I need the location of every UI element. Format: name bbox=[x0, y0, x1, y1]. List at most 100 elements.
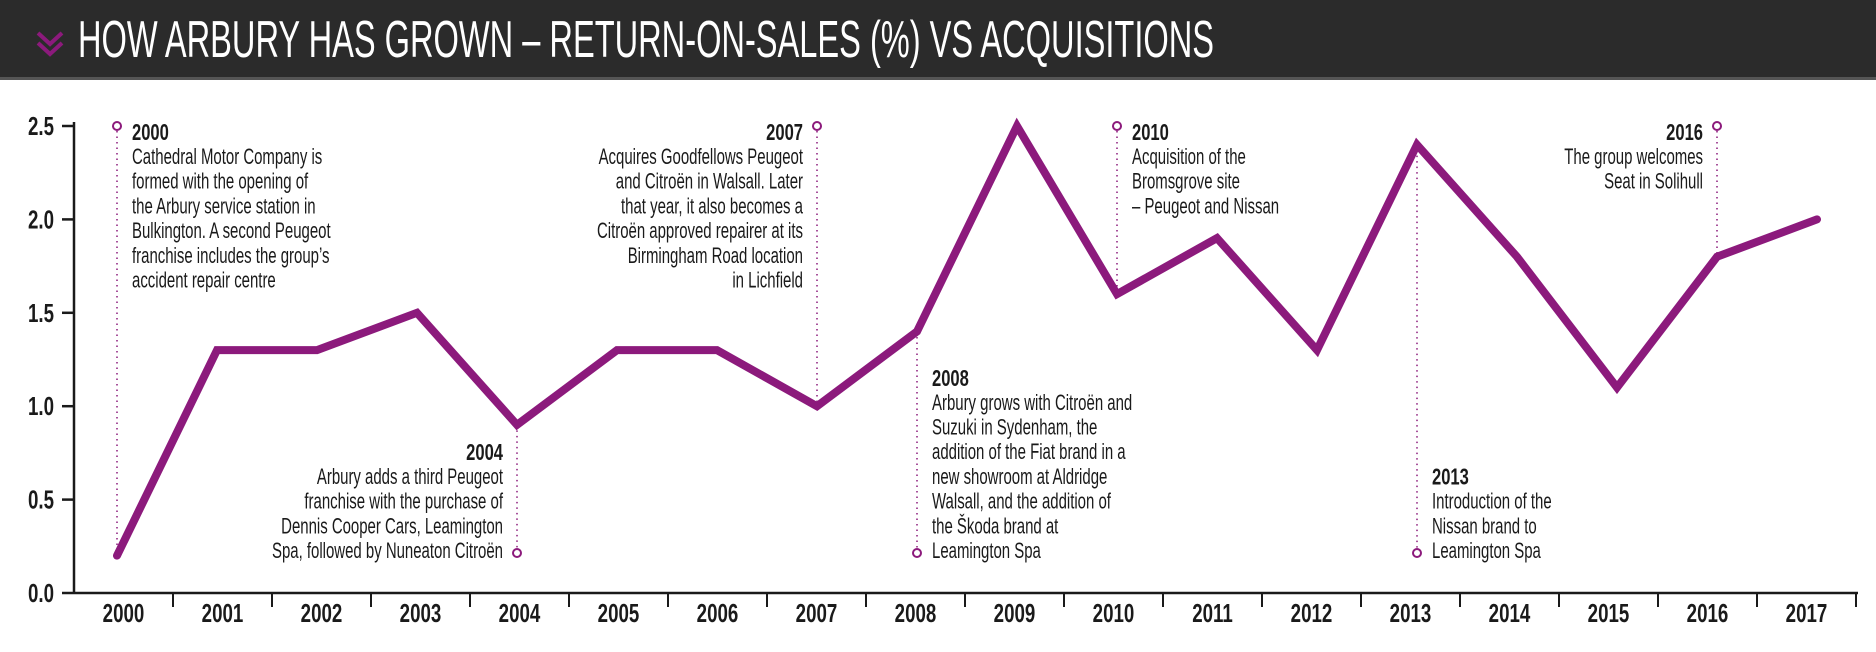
annotation-year: 2000 bbox=[132, 120, 169, 145]
x-tick-label-group: 2013 bbox=[1390, 598, 1432, 628]
annotation-year-group: 2010 bbox=[1132, 120, 1169, 145]
annotation-text-line: Leamington Spa bbox=[1432, 538, 1541, 563]
data-point-2000 bbox=[113, 552, 121, 560]
annotation-year-group: 2013 bbox=[1432, 465, 1469, 490]
x-tick-label: 2009 bbox=[994, 598, 1036, 628]
x-tick-label-group: 2001 bbox=[202, 598, 244, 628]
annotation-text-line: franchise with the purchase of bbox=[304, 489, 503, 514]
y-tick-label-group: 2.5 bbox=[28, 111, 54, 141]
annotation-line-group: Acquires Goodfellows Peugeot bbox=[599, 144, 804, 169]
x-tick-label: 2016 bbox=[1687, 598, 1729, 628]
y-tick-label: 2.0 bbox=[28, 204, 54, 234]
x-tick-label: 2007 bbox=[796, 598, 838, 628]
x-tick-label-group: 2007 bbox=[796, 598, 838, 628]
annotation-line-group: Cathedral Motor Company is bbox=[132, 144, 322, 169]
annotation-text-line: Birmingham Road location bbox=[628, 243, 803, 268]
annotation-line-group: Birmingham Road location bbox=[628, 243, 803, 268]
annotation-line-group: accident repair centre bbox=[132, 268, 276, 293]
x-tick-label-group: 2016 bbox=[1687, 598, 1729, 628]
x-tick-label: 2002 bbox=[301, 598, 343, 628]
annotation-text-line: Acquisition of the bbox=[1132, 144, 1246, 169]
annotation-text-line: and Citroën in Walsall. Later bbox=[616, 169, 803, 194]
y-tick-label: 0.0 bbox=[28, 578, 54, 608]
annotation-year: 2010 bbox=[1132, 120, 1169, 145]
annotation-line-group: The group welcomes bbox=[1564, 144, 1703, 169]
annotation-line-group: Bulkington. A second Peugeot bbox=[132, 218, 331, 243]
x-tick-label: 2005 bbox=[598, 598, 640, 628]
data-point-2001 bbox=[213, 346, 221, 354]
x-tick-label: 2014 bbox=[1489, 598, 1531, 628]
x-tick-label: 2017 bbox=[1786, 598, 1828, 628]
x-tick-label: 2010 bbox=[1093, 598, 1135, 628]
annotation-marker-circle bbox=[112, 121, 122, 131]
annotation-year: 2013 bbox=[1432, 465, 1469, 490]
page-title: HOW ARBURY HAS GROWN – RETURN-ON-SALES (… bbox=[78, 11, 1214, 69]
x-tick-label-group: 2012 bbox=[1291, 598, 1333, 628]
x-tick-label-group: 2014 bbox=[1489, 598, 1531, 628]
data-point-2004 bbox=[513, 421, 521, 429]
x-tick-label-group: 2009 bbox=[994, 598, 1036, 628]
annotation-year: 2016 bbox=[1666, 120, 1703, 145]
annotation-text-line: Leamington Spa bbox=[932, 538, 1041, 563]
x-tick-label: 2008 bbox=[895, 598, 937, 628]
annotation-marker-circle bbox=[1712, 121, 1722, 131]
data-point-2014 bbox=[1513, 253, 1521, 261]
annotation-year-group: 2008 bbox=[932, 366, 969, 391]
annotation-line-group: that year, it also becomes a bbox=[621, 194, 803, 219]
annotation-text-line: Seat in Solihull bbox=[1604, 169, 1703, 194]
annotation-line-group: Dennis Cooper Cars, Leamington bbox=[281, 513, 503, 538]
x-tick-label: 2003 bbox=[400, 598, 442, 628]
annotation-text-line: Spa, followed by Nuneaton Citroën bbox=[272, 538, 503, 563]
annotation-text-line: Suzuki in Sydenham, the bbox=[932, 415, 1097, 440]
data-point-2002 bbox=[313, 346, 321, 354]
data-point-2010 bbox=[1113, 290, 1121, 298]
data-point-2013 bbox=[1413, 141, 1421, 149]
x-tick-label-group: 2010 bbox=[1093, 598, 1135, 628]
header-bar: HOW ARBURY HAS GROWN – RETURN-ON-SALES (… bbox=[0, 0, 1876, 80]
data-point-2016 bbox=[1713, 253, 1721, 261]
annotation-line-group: Bromsgrove site bbox=[1132, 169, 1240, 194]
double-chevron-down-icon bbox=[36, 31, 64, 57]
annotation-line-group: and Citroën in Walsall. Later bbox=[616, 169, 803, 194]
annotation-year-group: 2000 bbox=[132, 120, 169, 145]
annotation-text-line: franchise includes the group’s bbox=[132, 243, 329, 268]
x-tick-label-group: 2017 bbox=[1786, 598, 1828, 628]
x-tick-label: 2011 bbox=[1192, 598, 1233, 628]
y-tick-label: 0.5 bbox=[28, 484, 54, 514]
annotation-line-group: Citroën approved repairer at its bbox=[597, 218, 803, 243]
x-tick-label-group: 2000 bbox=[103, 598, 145, 628]
annotation-line-group: franchise includes the group’s bbox=[132, 243, 329, 268]
annotation-year-group: 2004 bbox=[466, 440, 504, 465]
annotation-marker-circle bbox=[912, 548, 922, 558]
x-tick-label-group: 2008 bbox=[895, 598, 937, 628]
annotation-text-line: Introduction of the bbox=[1432, 489, 1552, 514]
annotation-year-group: 2007 bbox=[766, 120, 803, 145]
annotation-line-group: franchise with the purchase of bbox=[304, 489, 503, 514]
annotation-marker-circle bbox=[1112, 121, 1122, 131]
annotation-text-line: Bromsgrove site bbox=[1132, 169, 1240, 194]
y-tick-label-group: 1.0 bbox=[28, 391, 54, 421]
header-svg: HOW ARBURY HAS GROWN – RETURN-ON-SALES (… bbox=[36, 11, 1214, 69]
data-point-2015 bbox=[1613, 384, 1621, 392]
annotation-line-group: Nissan brand to bbox=[1432, 513, 1537, 538]
annotation-year: 2008 bbox=[932, 366, 969, 391]
data-point-2006 bbox=[713, 346, 721, 354]
annotation-line-group: Arbury grows with Citroën and bbox=[932, 390, 1132, 415]
annotation-line-group: Seat in Solihull bbox=[1604, 169, 1703, 194]
y-tick-label-group: 2.0 bbox=[28, 204, 54, 234]
annotation-text-line: Citroën approved repairer at its bbox=[597, 218, 803, 243]
annotation-line-group: Arbury adds a third Peugeot bbox=[317, 464, 504, 489]
y-tick-label: 1.0 bbox=[28, 391, 54, 421]
data-point-2011 bbox=[1213, 234, 1221, 242]
x-tick-label: 2015 bbox=[1588, 598, 1630, 628]
annotation-line-group: the Arbury service station in bbox=[132, 194, 316, 219]
data-point-2008 bbox=[913, 327, 921, 335]
data-point-2005 bbox=[613, 346, 621, 354]
annotation-text-line: Cathedral Motor Company is bbox=[132, 144, 322, 169]
x-tick-label: 2000 bbox=[103, 598, 145, 628]
annotation-text-line: The group welcomes bbox=[1564, 144, 1703, 169]
annotation-line-group: Introduction of the bbox=[1432, 489, 1552, 514]
